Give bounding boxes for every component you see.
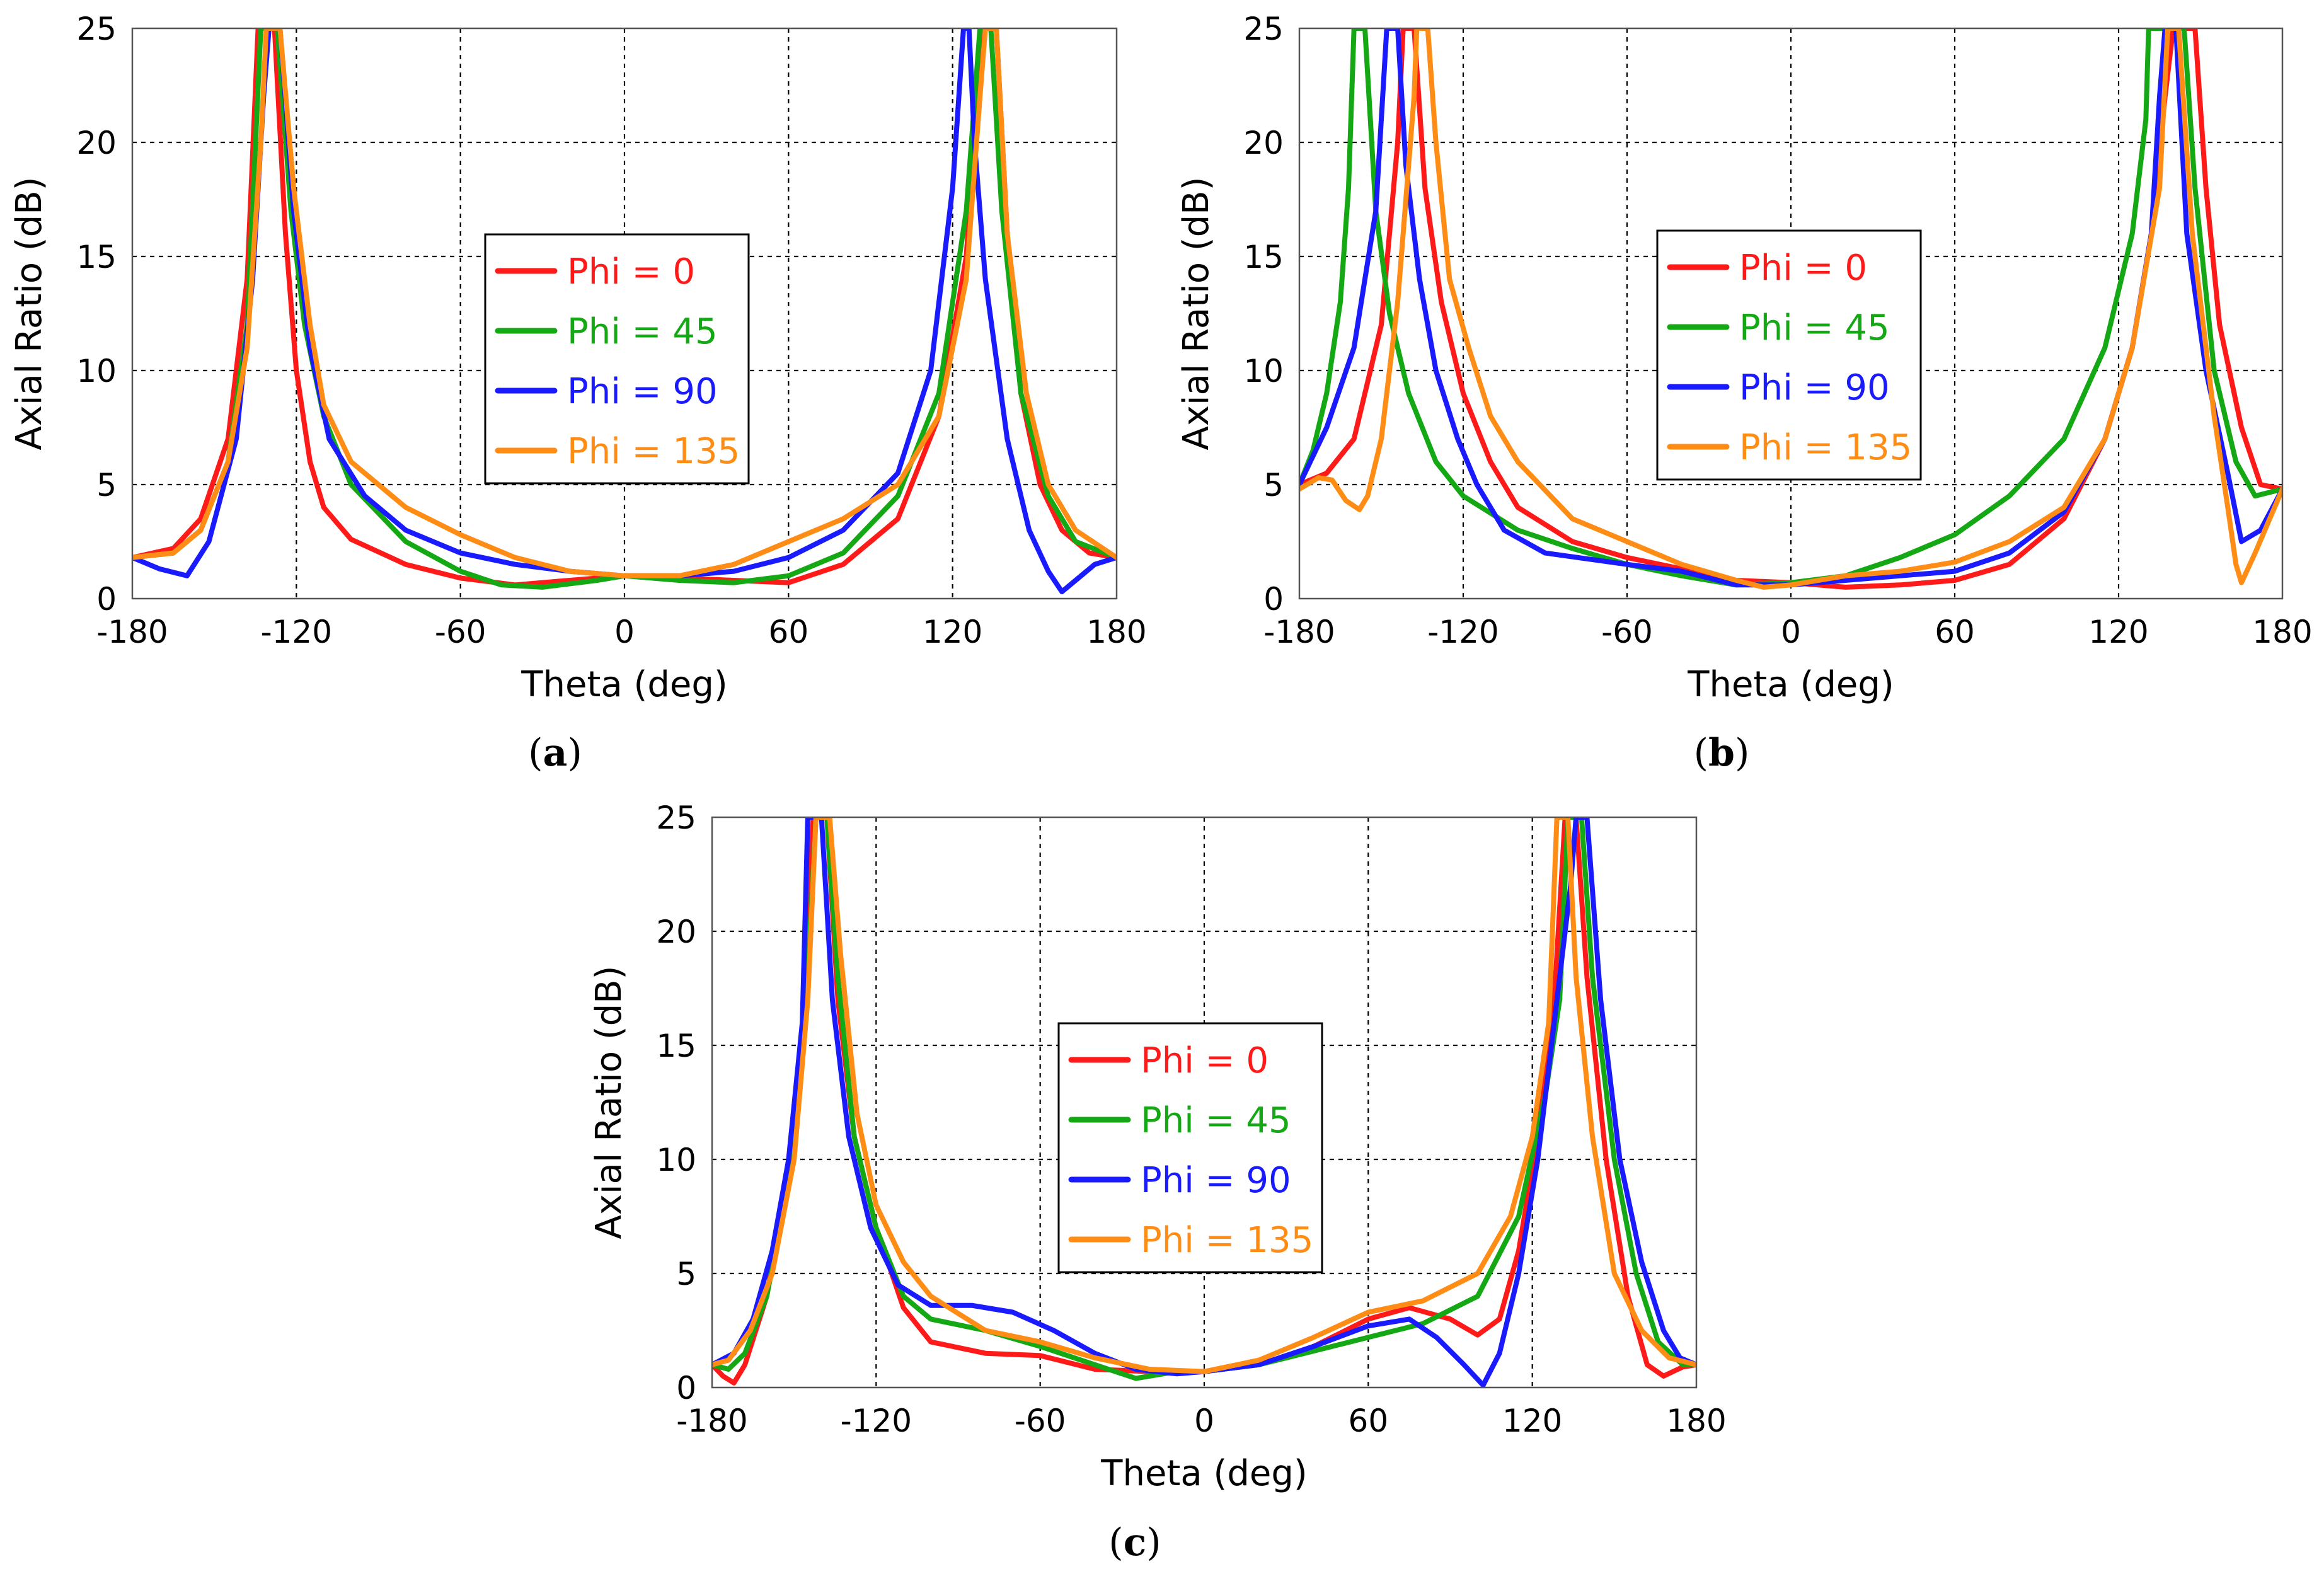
panel-label: (c) <box>1108 1520 1161 1565</box>
y-tick-label: 5 <box>96 467 117 503</box>
x-tick-label: -60 <box>435 614 486 650</box>
x-tick-label: 0 <box>1781 614 1801 650</box>
y-axis-label: Axial Ratio (dB) <box>589 966 630 1239</box>
y-tick-label: 0 <box>1263 581 1284 618</box>
x-tick-label: 120 <box>1502 1403 1562 1439</box>
x-tick-label: 120 <box>2088 614 2148 650</box>
x-tick-label: 0 <box>1194 1403 1214 1439</box>
panel-letter: a <box>543 731 568 775</box>
x-tick-label: 120 <box>923 614 982 650</box>
y-axis-label: Axial Ratio (dB) <box>9 177 50 451</box>
legend-box <box>1057 1022 1323 1273</box>
series-line-phi-135 <box>712 817 1696 1374</box>
legend: Phi = 0 Phi = 45 Phi = 90 Phi = 135 <box>484 233 750 485</box>
legend-entry: Phi = 135 <box>1141 1220 1313 1261</box>
y-tick-label: 10 <box>76 353 117 389</box>
series-line-phi-135 <box>132 28 1117 578</box>
legend-entry: Phi = 90 <box>1739 367 1890 408</box>
y-tick-label: 20 <box>76 125 117 161</box>
plot-frame <box>1298 27 2284 600</box>
legend: Phi = 0 Phi = 45 Phi = 90 Phi = 135 <box>1656 229 1922 481</box>
panel-label: (b) <box>1694 731 1750 775</box>
y-axis-label: Axial Ratio (dB) <box>1176 177 1217 451</box>
legend-entry: Phi = 90 <box>567 371 718 412</box>
x-tick-label: -60 <box>1015 1403 1066 1439</box>
legend-entry: Phi = 45 <box>1141 1100 1291 1141</box>
x-tick-label: 60 <box>1935 614 1975 650</box>
y-tick-label: 10 <box>656 1142 696 1178</box>
y-tick-label: 25 <box>76 11 117 47</box>
x-tick-label: -180 <box>676 1403 747 1439</box>
y-tick-label: 20 <box>656 914 696 950</box>
y-tick-label: 0 <box>96 581 117 618</box>
y-tick-label: 15 <box>656 1028 696 1064</box>
series-group <box>712 817 1696 1388</box>
x-tick-label: 0 <box>614 614 635 650</box>
y-tick-label: 5 <box>676 1256 696 1292</box>
panel-letter: c <box>1124 1520 1147 1565</box>
legend-entry: Phi = 135 <box>567 431 740 472</box>
series-group <box>132 28 1117 595</box>
legend-box <box>484 233 750 485</box>
legend-entry: Phi = 135 <box>1739 427 1912 468</box>
chart-panel-c: -180 -120 -60 0 60 120 180 0 5 10 15 20 25 Theta (deg… <box>589 800 1727 1565</box>
y-tick-label: 10 <box>1243 353 1284 389</box>
x-tick-label: -120 <box>261 614 332 650</box>
chart-panel-b: -180 -120 -60 0 60 120 180 0 5 10 15 20 25 Theta (deg… <box>1176 11 2313 775</box>
panel-letter: b <box>1708 731 1735 775</box>
x-axis-label: Theta (deg) <box>1687 664 1894 705</box>
legend-entry: Phi = 90 <box>1141 1160 1291 1201</box>
x-tick-label: 60 <box>1349 1403 1389 1439</box>
legend-entry: Phi = 45 <box>567 311 718 352</box>
chart-panel-a: -180 -120 -60 0 60 120 180 0 5 10 15 20 25 Theta (deg… <box>9 11 1147 775</box>
x-tick-label: 60 <box>769 614 809 650</box>
y-tick-label: 20 <box>1243 125 1284 161</box>
x-tick-label: -120 <box>1427 614 1499 650</box>
y-tick-label: 25 <box>1243 11 1284 47</box>
series-group <box>1299 28 2282 590</box>
legend: Phi = 0 Phi = 45 Phi = 90 Phi = 135 <box>1057 1022 1323 1273</box>
x-tick-label: -60 <box>1601 614 1653 650</box>
legend-entry: Phi = 0 <box>1141 1040 1268 1081</box>
x-axis-label: Theta (deg) <box>521 664 727 705</box>
panel-label: (a) <box>528 731 582 775</box>
x-axis-label: Theta (deg) <box>1100 1453 1307 1494</box>
plot-frame <box>131 27 1118 600</box>
series-line-phi-45 <box>132 28 1117 590</box>
x-tick-label: -180 <box>1263 614 1335 650</box>
y-tick-label: 15 <box>1243 239 1284 275</box>
x-tick-label: 180 <box>1666 1403 1726 1439</box>
legend-box <box>1656 229 1922 481</box>
series-line-phi-135 <box>1299 28 2282 590</box>
x-tick-label: 180 <box>1086 614 1146 650</box>
legend-entry: Phi = 0 <box>1739 248 1867 289</box>
y-tick-label: 15 <box>76 239 117 275</box>
y-tick-label: 25 <box>656 800 696 836</box>
legend-entry: Phi = 0 <box>567 251 695 292</box>
y-tick-label: 5 <box>1263 467 1284 503</box>
y-tick-label: 0 <box>676 1370 696 1406</box>
plot-frame <box>711 816 1698 1389</box>
legend-entry: Phi = 45 <box>1739 307 1890 348</box>
x-tick-label: -120 <box>841 1403 912 1439</box>
x-tick-label: -180 <box>96 614 168 650</box>
x-tick-label: 180 <box>2252 614 2312 650</box>
